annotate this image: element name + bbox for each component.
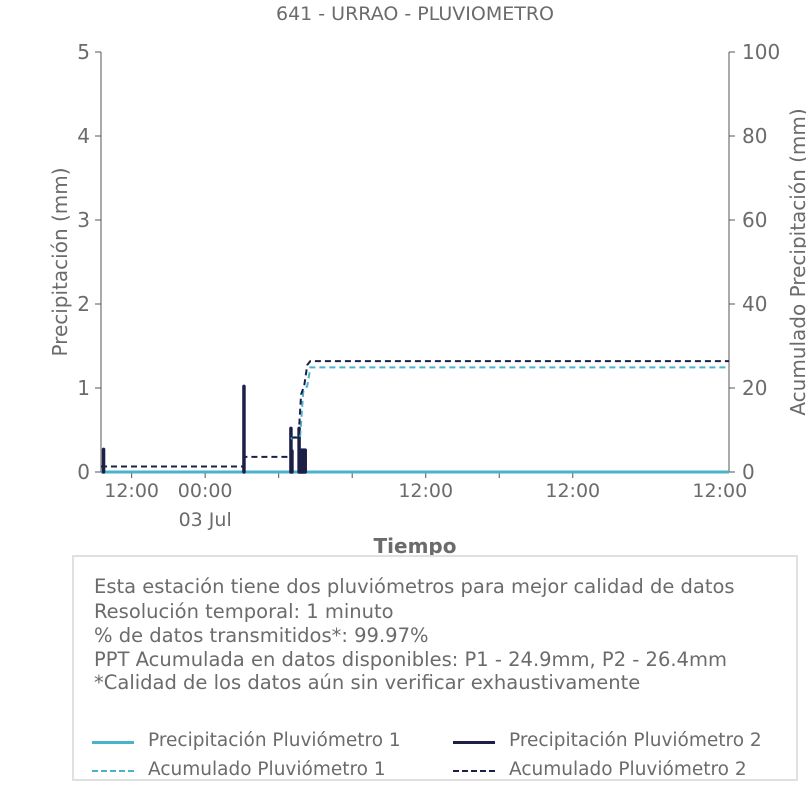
x-tick-label: 12:00	[104, 480, 159, 502]
right-y-tick-label: 40	[742, 292, 767, 316]
left-y-tick-label: 3	[77, 208, 90, 232]
right-y-tick-label: 20	[742, 376, 767, 400]
left-y-tick-label: 1	[77, 376, 90, 400]
left-y-axis-title: Precipitación (mm)	[48, 167, 72, 356]
legend-swatch-p1	[92, 741, 134, 744]
info-line-accumulated: PPT Acumulada en datos disponibles: P1 -…	[94, 648, 727, 671]
right-y-axis-title: Acumulado Precipitación (mm)	[786, 108, 806, 415]
acum-p1-line	[290, 366, 729, 440]
left-y-tick-label: 2	[77, 292, 90, 316]
info-line-resolution: Resolución temporal: 1 minuto	[94, 600, 394, 623]
x-axis-title: Tiempo	[374, 534, 457, 558]
info-legend-box: Esta estación tiene dos pluviómetros par…	[72, 555, 798, 781]
right-y-tick-label: 100	[742, 40, 780, 64]
right-y-tick-label: 80	[742, 124, 767, 148]
info-line-transmitted: % de datos transmitidos*: 99.97%	[94, 624, 429, 647]
x-tick-label: 00:00	[178, 480, 233, 502]
x-tick-sublabel: 03 Jul	[179, 509, 232, 531]
left-y-tick-label: 4	[77, 124, 90, 148]
x-tick-label: 12:00	[398, 480, 453, 502]
chart-title: 641 - URRAO - PLUVIOMETRO	[275, 3, 554, 25]
legend-label-acum-p2: Acumulado Pluviómetro 2	[509, 759, 747, 780]
left-y-tick-label: 5	[77, 40, 90, 64]
right-y-tick-label: 0	[742, 460, 755, 484]
info-line-stations: Esta estación tiene dos pluviómetros par…	[94, 575, 735, 598]
legend-swatch-acum-p2	[453, 770, 495, 772]
legend-label-p1: Precipitación Pluviómetro 1	[148, 730, 401, 751]
right-y-tick-label: 60	[742, 208, 767, 232]
x-tick-label: 12:00	[545, 480, 600, 502]
x-tick-label: 12:00	[692, 480, 747, 502]
acum-p2-line	[101, 360, 729, 468]
legend-label-acum-p1: Acumulado Pluviómetro 1	[148, 759, 386, 780]
legend-swatch-acum-p1	[92, 770, 134, 772]
legend-swatch-p2	[453, 741, 495, 744]
left-y-tick-label: 0	[77, 460, 90, 484]
info-line-quality: *Calidad de los datos aún sin verificar …	[94, 671, 641, 694]
legend-label-p2: Precipitación Pluviómetro 2	[509, 730, 762, 751]
